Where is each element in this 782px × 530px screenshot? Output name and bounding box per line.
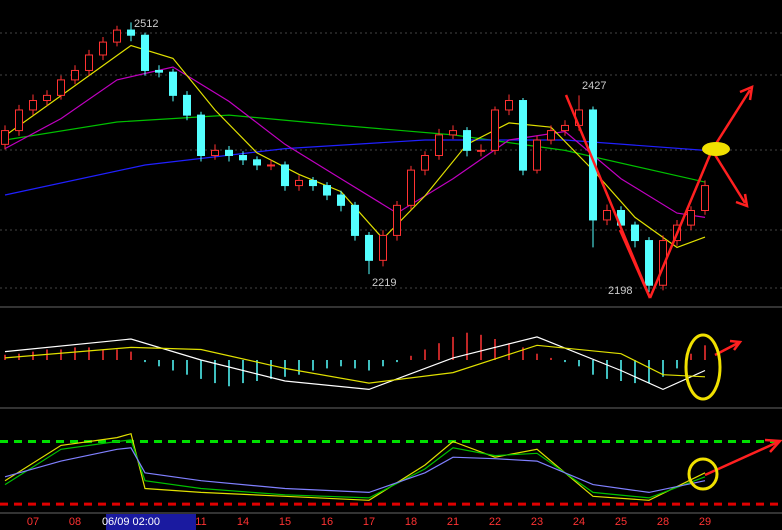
x-tick-label: 07	[27, 516, 39, 528]
candle-body	[1, 130, 9, 145]
low-label: 2219	[372, 277, 396, 289]
candle-body	[211, 149, 219, 157]
candle-body	[337, 194, 345, 206]
arrow-head	[739, 84, 754, 101]
candle-body	[435, 134, 443, 157]
kdj-line	[4, 432, 706, 501]
candle-body	[281, 164, 289, 187]
trend-line	[648, 149, 714, 299]
candle-body	[631, 224, 639, 242]
candle-body	[141, 34, 149, 71]
candle-body	[519, 100, 527, 171]
kdj-line	[4, 439, 706, 499]
candle-body	[323, 185, 331, 196]
moving-average	[4, 66, 706, 218]
candle-body	[113, 29, 121, 43]
arrow-head	[735, 193, 749, 208]
candle-body	[687, 209, 695, 226]
moving-average	[4, 139, 706, 196]
candle-body	[71, 69, 79, 81]
arrow	[710, 149, 747, 204]
annotations	[564, 84, 782, 477]
candle-body	[155, 69, 163, 73]
high-label: 2512	[134, 18, 158, 30]
x-tick-label: 24	[573, 516, 585, 528]
candle-body	[491, 109, 499, 151]
candle-body	[57, 79, 65, 96]
x-tick-label: 08	[69, 516, 81, 528]
candle-body	[533, 139, 541, 171]
candle-body	[15, 109, 23, 132]
x-tick-label: 29	[699, 516, 711, 528]
candle-body	[267, 164, 275, 167]
candle-body	[85, 54, 93, 71]
x-tick-label: 22	[489, 516, 501, 528]
candle-body	[239, 155, 247, 161]
candle-body	[169, 71, 177, 96]
candle-body	[547, 130, 555, 141]
candle-body	[99, 41, 107, 56]
x-tick-label: 25	[615, 516, 627, 528]
arrow	[710, 89, 752, 151]
high-label: 2427	[582, 80, 606, 92]
arrow-head	[764, 438, 782, 453]
trend-line	[618, 229, 652, 299]
kdj-line	[4, 447, 706, 494]
candle-body	[197, 114, 205, 157]
x-tick-label: 17	[363, 516, 375, 528]
candle-body	[365, 234, 373, 261]
candle-body	[659, 240, 667, 286]
candle-body	[43, 94, 51, 102]
highlight-ellipse	[684, 333, 722, 401]
candle-body	[253, 159, 261, 166]
candle-body	[393, 204, 401, 236]
low-label: 2198	[608, 285, 632, 297]
plot: 07 08 06/09 02:00 11 14 15 16 17 18 21 22 23 24 25 28 2…	[0, 22, 782, 528]
candle-body	[589, 109, 597, 221]
candle-body	[407, 169, 415, 206]
moving-average	[4, 114, 706, 183]
macd-line	[4, 344, 706, 384]
candle-body	[603, 209, 611, 221]
candle-body	[561, 124, 569, 132]
candle-body	[463, 130, 471, 151]
x-tick-label: 18	[405, 516, 417, 528]
candle-body	[225, 149, 233, 157]
highlight-ellipse	[702, 142, 730, 156]
arrow-head	[729, 339, 743, 351]
candle-body	[183, 94, 191, 116]
x-tick-label: 28	[657, 516, 669, 528]
candle-body	[29, 100, 37, 111]
x-tick-label: 16	[321, 516, 333, 528]
candle-body	[645, 240, 653, 286]
x-tick-label: 23	[531, 516, 543, 528]
candle-body	[309, 179, 317, 187]
highlight-ellipse	[687, 457, 719, 491]
candle-body	[449, 130, 457, 136]
candle-body	[351, 204, 359, 236]
candle-body	[701, 185, 709, 211]
x-tick-label: 11	[195, 516, 206, 528]
candle-body	[295, 179, 303, 187]
macd-line	[4, 336, 706, 391]
x-tick-label: 14	[237, 516, 249, 528]
candle-body	[421, 155, 429, 171]
x-tick-label: 21	[447, 516, 459, 528]
candle-body	[379, 234, 387, 261]
cursor-date-box	[106, 514, 196, 530]
candle-body	[477, 149, 485, 152]
x-tick-label: 15	[279, 516, 291, 528]
x-tick-label: 06/09 02:00	[102, 516, 160, 528]
candle-body	[505, 100, 513, 111]
candle-body	[127, 29, 135, 36]
